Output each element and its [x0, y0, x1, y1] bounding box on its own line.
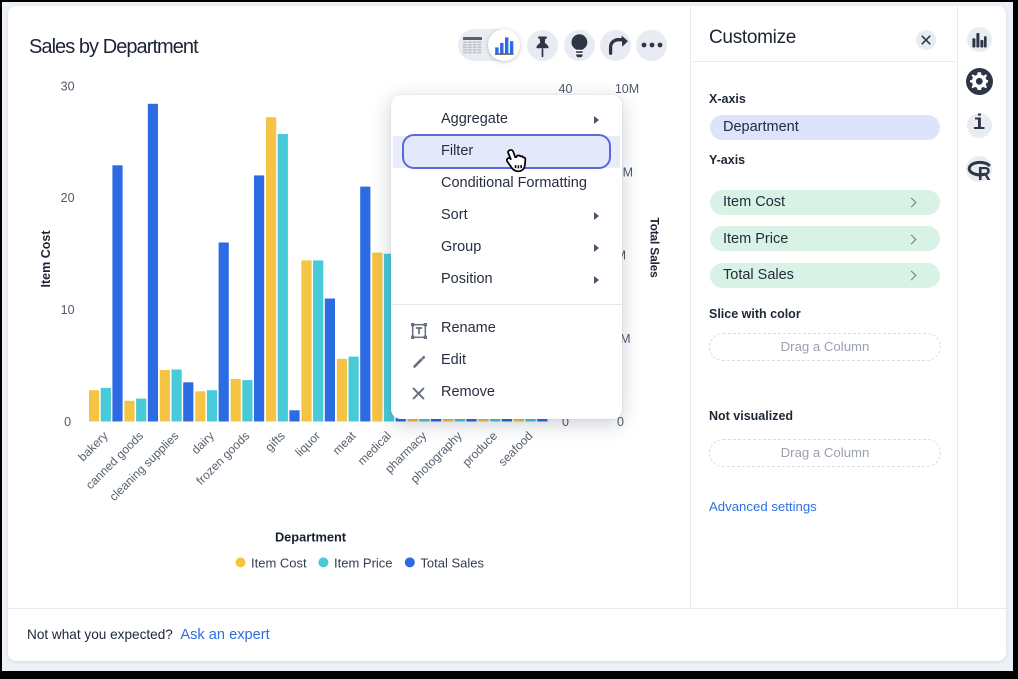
- svg-text:R: R: [978, 163, 991, 181]
- svg-text:0: 0: [562, 415, 569, 429]
- svg-text:Department: Department: [275, 530, 347, 545]
- svg-text:Total Sales: Total Sales: [420, 555, 484, 570]
- svg-text:Item Price: Item Price: [334, 555, 393, 570]
- svg-text:Item Cost: Item Cost: [39, 230, 53, 288]
- svg-text:Total Sales: Total Sales: [648, 217, 662, 278]
- svg-text:dairy: dairy: [189, 429, 217, 457]
- svg-text:produce: produce: [460, 428, 501, 469]
- svg-text:40: 40: [559, 82, 573, 96]
- svg-text:gifts: gifts: [262, 429, 287, 454]
- svg-text:20: 20: [61, 191, 75, 205]
- svg-text:10M: 10M: [615, 82, 639, 96]
- svg-text:0: 0: [617, 415, 624, 429]
- svg-text:seafood: seafood: [495, 429, 535, 469]
- svg-text:liquor: liquor: [292, 429, 323, 460]
- svg-text:Item Cost: Item Cost: [251, 555, 307, 570]
- svg-text:30: 30: [61, 79, 75, 93]
- svg-text:0: 0: [64, 415, 71, 429]
- svg-text:meat: meat: [330, 428, 359, 457]
- svg-text:10: 10: [61, 303, 75, 317]
